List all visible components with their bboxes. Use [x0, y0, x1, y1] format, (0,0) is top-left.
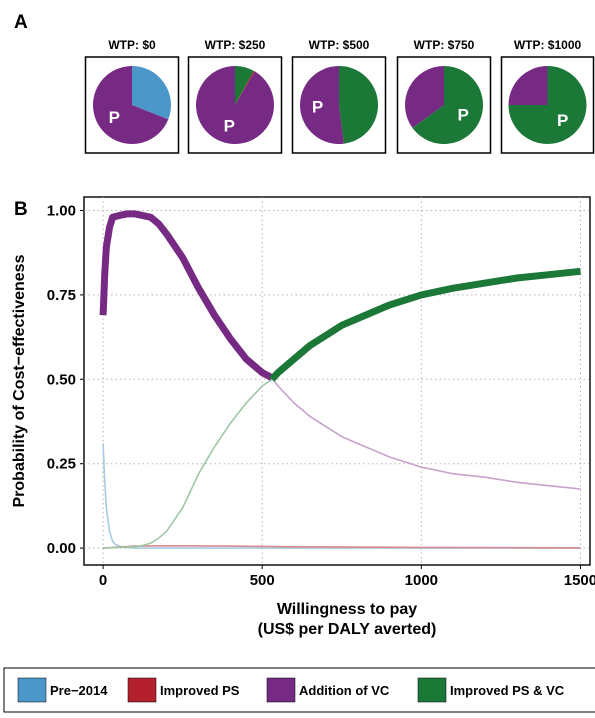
legend: Pre−2014 Improved PS Addition of VC Improve…: [3, 667, 595, 713]
legend-swatch-addition-of-vc: [266, 677, 296, 703]
y-tick-label: 0.25: [47, 456, 76, 473]
pie-title: WTP: $1000: [514, 38, 582, 52]
panel-b-label: B: [14, 199, 28, 220]
series-group: [99, 210, 581, 549]
legend-label-addition-of-vc: Addition of VC: [299, 683, 390, 698]
x-tick-label: 500: [250, 572, 275, 589]
pie-marker: P: [109, 108, 120, 127]
pie-slice-improved-ps-vc: [412, 66, 484, 144]
y-tick-label: 1.00: [47, 203, 76, 220]
pie-marker: P: [224, 117, 235, 136]
y-tick-label: 0.00: [47, 540, 76, 557]
legend-label-improved-ps-vc: Improved PS & VC: [450, 683, 565, 698]
pie-slice-addition-of-vc: [300, 66, 344, 144]
pie-slice-addition-of-vc: [196, 66, 274, 144]
panel-b-plot: 0 500 1000 1500 0.00 0.25 0.50 0.75 1.00 Willingn…: [11, 196, 595, 638]
legend-swatch-improved-ps-vc: [417, 677, 447, 703]
x-tick-label: 0: [99, 572, 107, 589]
pie-slice-addition-of-vc: [405, 66, 444, 128]
pie-title: WTP: $250: [205, 38, 266, 52]
legend-label-pre-2014: Pre−2014: [50, 683, 108, 698]
optimal-line-improved-ps-vc: [269, 267, 581, 382]
pie-title: WTP: $0: [108, 38, 156, 52]
pie-slice-improved-ps-vc: [339, 66, 379, 144]
y-tick-label: 0.75: [47, 287, 76, 304]
panel-a-label: A: [14, 12, 28, 33]
legend-swatch-pre-2014: [17, 677, 47, 703]
pie-slice-improved-ps: [235, 70, 255, 105]
x-tick-label: 1000: [405, 572, 438, 589]
x-tick-label: 1500: [564, 572, 595, 589]
pie-title: WTP: $750: [414, 38, 475, 52]
legend-label-improved-ps: Improved PS: [160, 683, 240, 698]
legend-frame: [3, 667, 595, 713]
pie-marker: P: [557, 111, 568, 130]
pie-slice-addition-of-vc: [508, 66, 548, 105]
pie-slice-addition-of-vc: [92, 66, 169, 144]
y-axis-title: Probability of Cost−effectiveness: [11, 254, 28, 507]
optimal-line-addition-of-vc: [99, 210, 274, 381]
series-line-pre-2014: [102, 443, 581, 549]
pie-slice-improved-ps-vc: [235, 66, 254, 105]
x-axis-title: Willingness to pay: [277, 601, 417, 618]
plot-panel: [83, 196, 591, 566]
pie-slice-pre-2014: [132, 66, 171, 120]
legend-swatch-improved-ps: [127, 677, 157, 703]
pie-title: WTP: $500: [309, 38, 370, 52]
pie-marker: P: [457, 106, 468, 125]
y-tick-label: 0.50: [47, 371, 76, 388]
pie-marker: P: [312, 97, 323, 116]
panel-a-pies: WTP: $0 P WTP: $250 P WTP: $500 P WTP: $750 P WT…: [84, 38, 595, 154]
x-axis-title: (US$ per DALY averted): [258, 621, 437, 638]
